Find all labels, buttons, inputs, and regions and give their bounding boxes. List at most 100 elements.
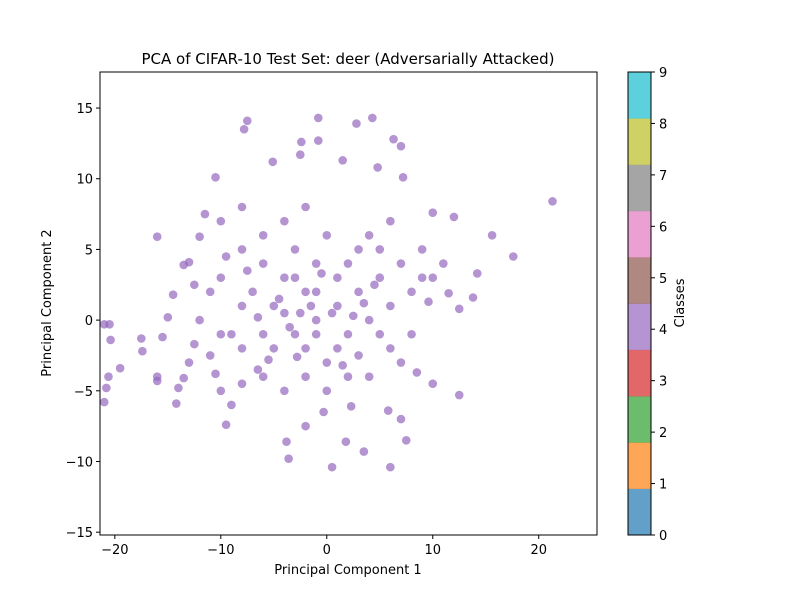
point (317, 269, 326, 278)
point (343, 372, 353, 381)
point (354, 287, 363, 297)
point (407, 287, 416, 297)
point (359, 298, 369, 308)
colorbar-segment (628, 210, 651, 258)
point (227, 329, 236, 339)
point (216, 329, 226, 339)
point (508, 252, 518, 261)
point (472, 269, 482, 278)
point (253, 312, 263, 322)
point (333, 273, 342, 282)
colorbar-segment (628, 396, 651, 443)
colorbar-segment (628, 303, 651, 351)
point (424, 297, 433, 307)
point (439, 259, 448, 268)
point (211, 369, 220, 379)
point (221, 420, 231, 430)
point (237, 344, 247, 353)
point (237, 245, 247, 254)
point (373, 163, 382, 172)
colorbar-tick-label: 8 (659, 117, 667, 132)
colorbar-tick-label: 6 (659, 220, 667, 235)
colorbar-frame (627, 71, 652, 536)
point (417, 245, 427, 254)
point (171, 399, 181, 408)
point (407, 329, 416, 339)
point (313, 136, 323, 145)
point (359, 447, 369, 456)
y-tick-label: 10 (76, 173, 93, 188)
point (258, 230, 268, 240)
point (237, 202, 247, 212)
point (487, 230, 497, 240)
point (137, 334, 146, 343)
point (368, 113, 377, 123)
colorbar-tick-label: 5 (659, 272, 667, 287)
point (99, 397, 109, 407)
point (346, 402, 356, 411)
point (306, 301, 316, 311)
point (444, 288, 453, 298)
point (396, 358, 406, 367)
point (280, 273, 289, 282)
colorbar-segment (628, 72, 651, 119)
y-tick-label: 15 (76, 102, 93, 117)
point (412, 368, 422, 377)
point (152, 232, 162, 242)
x-tick-label: 10 (424, 543, 441, 558)
point (454, 304, 464, 314)
point (386, 462, 395, 472)
point (428, 379, 438, 389)
point (548, 197, 557, 206)
point (163, 312, 173, 322)
point (190, 339, 199, 349)
point (190, 280, 199, 290)
point (319, 407, 328, 417)
point (239, 124, 249, 134)
point (205, 287, 215, 297)
point (268, 157, 278, 167)
point (398, 173, 408, 182)
colorbar-segment (628, 349, 651, 397)
point (386, 301, 395, 311)
point (311, 329, 321, 339)
point (269, 301, 279, 311)
point (333, 301, 342, 311)
point (242, 266, 252, 275)
colorbar-segment (628, 488, 651, 536)
point (364, 230, 374, 240)
point (216, 273, 226, 282)
point (152, 376, 162, 386)
point (138, 346, 147, 356)
x-axis-label: Principal Component 1 (274, 563, 421, 578)
point (301, 421, 310, 431)
point (311, 287, 321, 297)
y-tick-label: −5 (74, 385, 93, 400)
point (248, 287, 257, 297)
point (354, 351, 363, 360)
colorbar-tick-label: 0 (659, 529, 667, 544)
colorbar-tick-label: 2 (659, 426, 667, 441)
colorbar-tick-label: 9 (659, 66, 667, 81)
point (216, 216, 226, 226)
point (311, 315, 321, 325)
point (106, 335, 115, 345)
colorbar-label: Classes (673, 278, 688, 327)
y-tick-label: −15 (66, 526, 93, 541)
point (322, 386, 332, 396)
point (322, 230, 332, 240)
point (290, 273, 300, 282)
point (168, 290, 178, 299)
colorbar-segment (628, 442, 651, 489)
point (242, 116, 252, 126)
y-tick-label: −10 (66, 455, 93, 470)
colorbar-segment (628, 257, 651, 304)
point (290, 329, 300, 339)
point (348, 311, 358, 321)
point (454, 390, 464, 400)
colorbar-tick-label: 4 (659, 323, 667, 338)
point (327, 308, 337, 318)
x-tick-label: −20 (101, 543, 128, 558)
colorbar-tick-label: 3 (659, 375, 667, 390)
